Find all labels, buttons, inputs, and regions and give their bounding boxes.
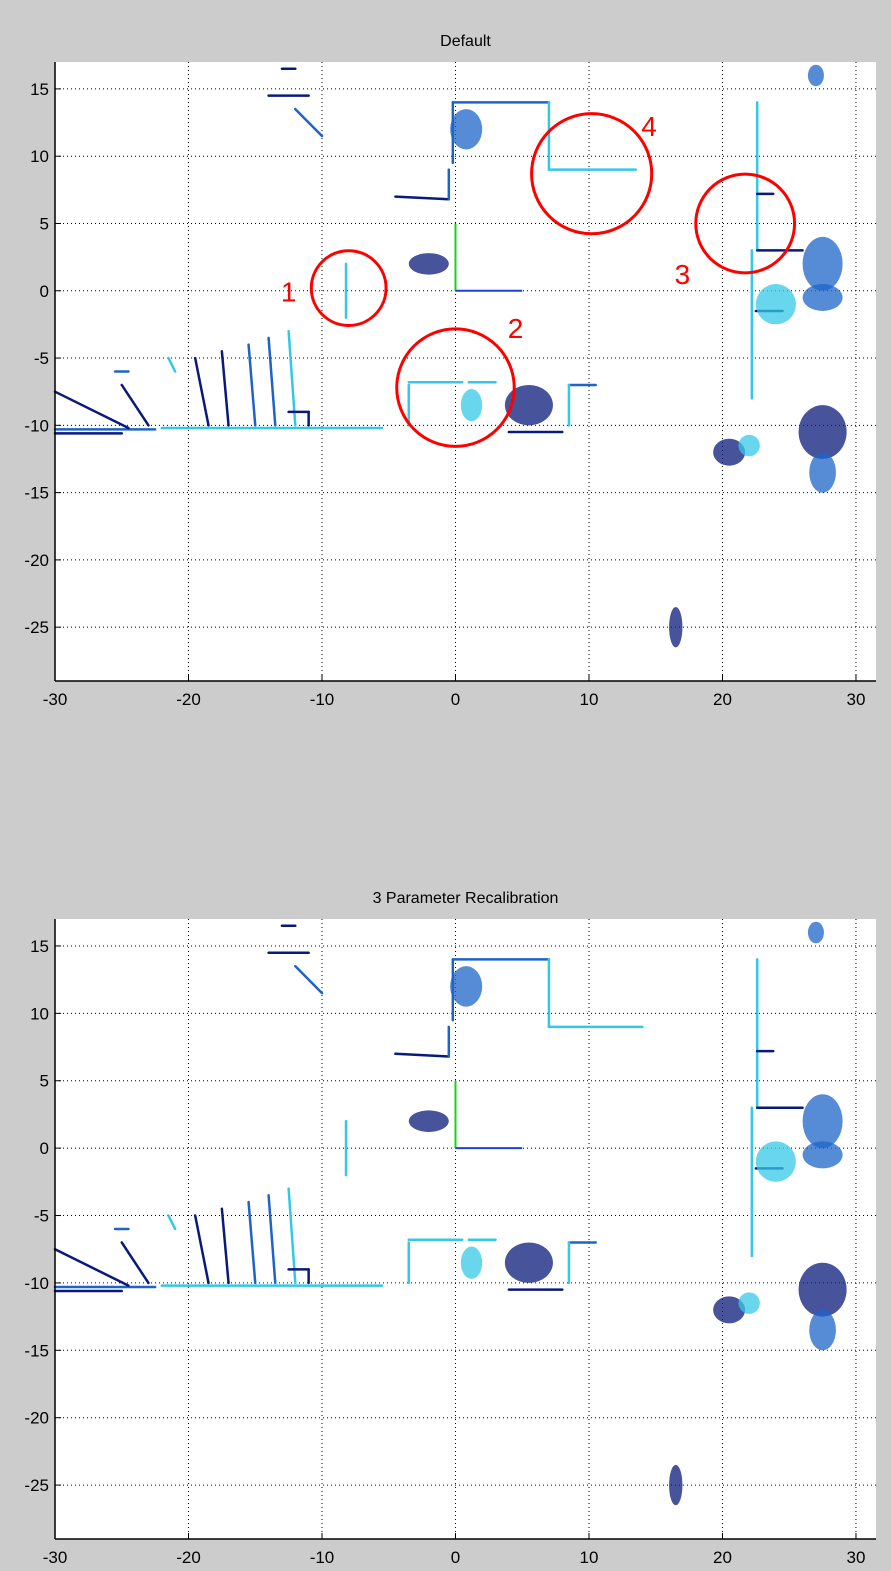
data-cluster [450,966,483,1007]
data-segment [193,356,210,427]
data-segment [394,195,451,201]
y-tick-label: -25 [24,1476,49,1495]
data-segment [247,343,257,427]
data-cluster [460,388,483,422]
x-tick-label: -10 [310,690,335,709]
data-cluster [807,64,824,87]
data-cluster [450,109,483,150]
y-tick-label: -20 [24,551,49,570]
x-tick-label: 20 [713,690,732,709]
annotation-label-3: 3 [675,259,691,290]
data-cluster [738,1292,760,1314]
chart-panel-2: 3 Parameter Recalibration -30 -20 -10 0 10 20 3… [24,890,876,1567]
plot-area [55,62,876,681]
annotation-label-4: 4 [641,111,657,142]
data-segment [193,1214,210,1285]
data-segment [220,350,230,427]
data-segment [247,1200,257,1285]
data-cluster [802,1141,843,1169]
data-segment [120,1241,150,1285]
data-cluster [802,1094,843,1149]
x-tick-label: -10 [310,1548,335,1567]
y-tick-label: 5 [40,1072,49,1091]
data-segment [294,107,324,138]
data-cluster [755,1141,796,1182]
data-segment [267,1194,277,1285]
y-tick-label: -25 [24,618,49,637]
y-tick-label: -5 [34,1207,49,1226]
x-tick-label: 0 [451,690,460,709]
x-tick-label: 10 [580,690,599,709]
data-cluster [669,606,683,648]
chart-panel-1: Default 1 2 3 4 -30 -20 -10 0 10 20 30 15 10 5 0 -5 -10 -1… [24,33,876,709]
data-segment [53,1247,130,1287]
x-tick-label: -20 [176,1548,201,1567]
annotation-circle-3 [694,172,797,275]
data-cluster [807,921,824,944]
data-cluster [713,1296,746,1324]
data-cluster [738,434,760,457]
y-tick-label: 0 [40,1139,49,1158]
data-cluster [798,1262,847,1317]
annotation-label-2: 2 [508,313,524,344]
x-tick-label: 20 [713,1548,732,1567]
data-cluster [460,1246,483,1279]
data-segment [220,1207,230,1285]
y-tick-label: 0 [40,282,49,301]
chart-title: Default [440,33,491,50]
annotation-circle-2 [395,327,516,448]
data-segment [167,1214,177,1231]
data-segment [294,964,324,995]
data-cluster [802,284,843,311]
x-tick-label: 10 [580,1548,599,1567]
data-segment [394,1052,451,1058]
data-segment [287,1187,297,1285]
y-tick-label: -15 [24,1341,49,1360]
x-tick-label: -30 [43,1548,68,1567]
data-segment [120,383,150,427]
annotation-circle-1 [309,249,388,327]
plot-area [55,919,876,1539]
data-cluster [798,405,847,459]
y-tick-label: 15 [30,937,49,956]
data-cluster [504,1242,553,1283]
data-cluster [809,452,836,493]
y-tick-label: -15 [24,484,49,503]
data-segment [287,329,297,427]
chart-title: 3 Parameter Recalibration [373,890,559,907]
annotation-label-1: 1 [281,277,297,308]
x-tick-label: 0 [451,1548,460,1567]
data-segment [267,336,277,427]
data-segment [53,390,130,430]
x-tick-label: 30 [847,690,866,709]
y-tick-label: -10 [24,1274,49,1293]
data-cluster [408,1110,449,1132]
data-cluster [669,1464,683,1506]
data-cluster [755,284,796,325]
x-tick-label: 30 [847,1548,866,1567]
y-tick-label: -20 [24,1409,49,1428]
data-cluster [713,438,746,466]
x-tick-label: -20 [176,690,201,709]
y-tick-label: 15 [30,80,49,99]
data-cluster [504,384,553,426]
x-tick-label: -30 [43,690,68,709]
y-tick-label: -5 [34,349,49,368]
data-cluster [802,236,843,291]
annotation-circle-4 [530,112,654,236]
y-tick-label: -10 [24,416,49,435]
data-cluster [809,1309,836,1351]
data-cluster [408,253,449,275]
data-segment [167,356,177,373]
y-tick-label: 5 [40,214,49,233]
y-tick-label: 10 [30,1004,49,1023]
y-tick-label: 10 [30,147,49,166]
